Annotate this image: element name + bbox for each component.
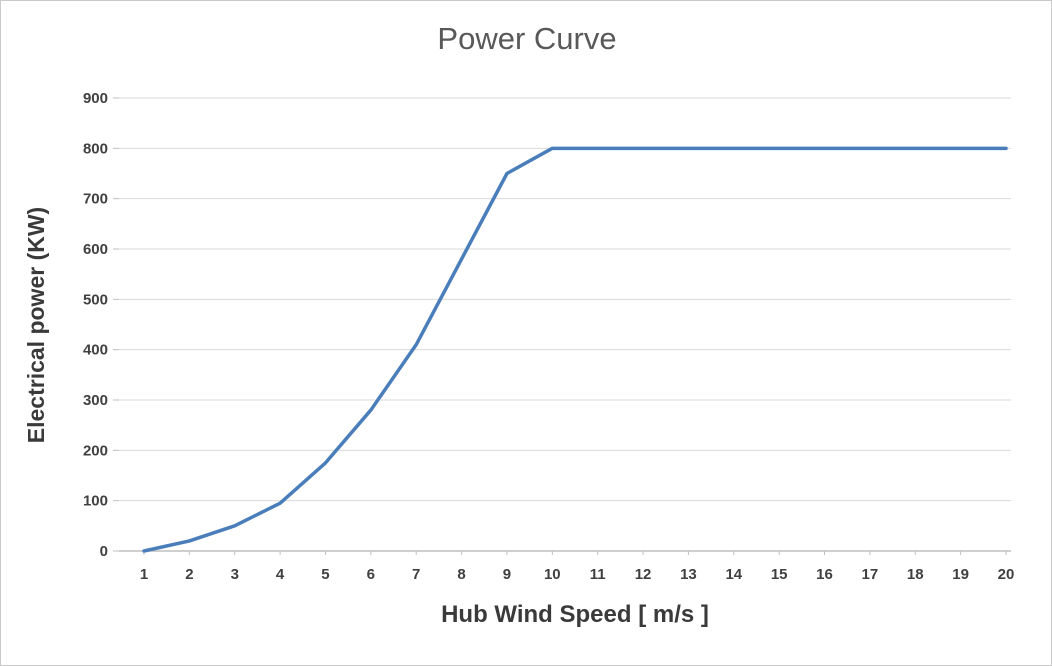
y-tick-label: 400 xyxy=(83,342,108,359)
x-tick-label: 14 xyxy=(725,566,742,583)
x-tick-label: 3 xyxy=(231,566,239,583)
x-tick-label: 13 xyxy=(680,566,697,583)
x-tick-label: 2 xyxy=(185,566,193,583)
y-tick-label: 700 xyxy=(83,191,108,208)
y-tick-label: 600 xyxy=(83,241,108,258)
x-tick-label: 7 xyxy=(412,566,420,583)
y-tick-label: 500 xyxy=(83,291,108,308)
chart-title: Power Curve xyxy=(437,21,617,56)
y-tick-label: 100 xyxy=(83,493,108,510)
x-tick-label: 9 xyxy=(503,566,511,583)
x-tick-label: 19 xyxy=(952,566,969,583)
x-tick-label: 20 xyxy=(998,566,1015,583)
x-axis-title: Hub Wind Speed [ m/s ] xyxy=(441,601,709,628)
y-tick-label: 800 xyxy=(83,140,108,157)
x-tick-label: 17 xyxy=(862,566,879,583)
x-tick-label: 16 xyxy=(816,566,833,583)
x-tick-label: 11 xyxy=(590,566,606,583)
x-tick-label: 1 xyxy=(140,566,148,583)
y-tick-label: 300 xyxy=(83,392,108,409)
power-curve-line xyxy=(142,146,1008,553)
x-tick-label: 15 xyxy=(771,566,788,583)
y-tick-label: 900 xyxy=(83,90,108,107)
x-tick-label: 8 xyxy=(457,566,465,583)
y-tick-label: 0 xyxy=(100,543,108,560)
x-tick-label: 6 xyxy=(367,566,375,583)
x-tick-label: 10 xyxy=(544,566,561,583)
x-tick-label: 4 xyxy=(276,566,285,583)
x-tick-label: 5 xyxy=(321,566,329,583)
x-tick-label: 18 xyxy=(907,566,924,583)
x-tick-label: 12 xyxy=(635,566,652,583)
y-tick-label: 200 xyxy=(83,442,108,459)
